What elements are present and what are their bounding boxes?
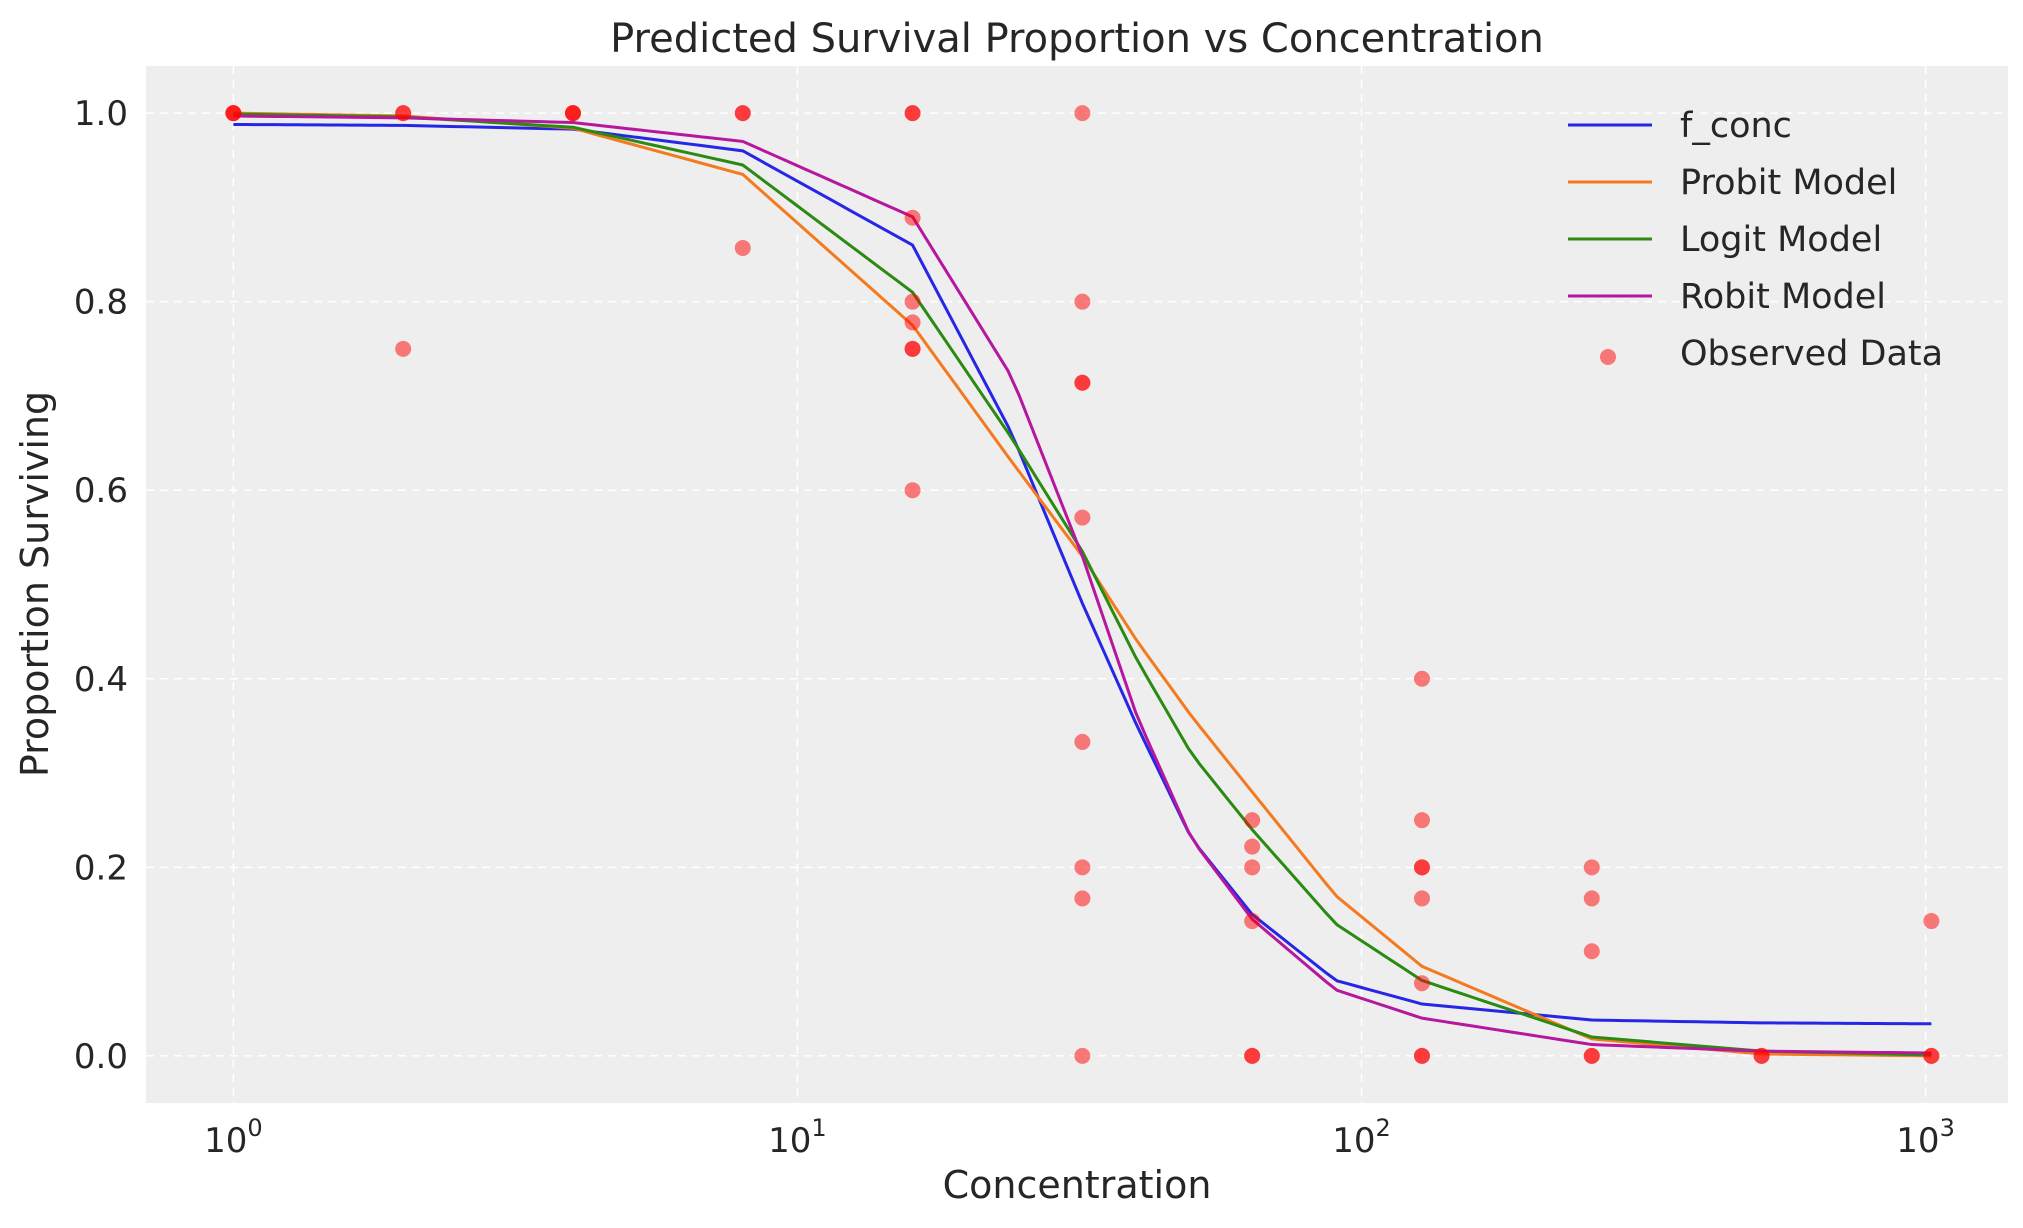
observed-point [1583, 859, 1600, 876]
observed-point [1413, 1047, 1430, 1064]
y-tick-label: 0.0 [74, 1037, 128, 1077]
observed-point [1074, 890, 1091, 907]
observed-point [904, 482, 921, 499]
observed-point [904, 314, 921, 331]
observed-point [1413, 890, 1430, 907]
observed-point [1413, 670, 1430, 687]
x-tick-exponent: 1 [811, 1114, 826, 1142]
legend-label: Logit Model [1680, 220, 1882, 260]
chart-title: Predicted Survival Proportion vs Concent… [610, 16, 1544, 62]
y-tick-label: 0.4 [74, 660, 128, 700]
x-tick-base: 10 [1896, 1121, 1939, 1161]
observed-point [1074, 859, 1091, 876]
observed-point [904, 340, 921, 357]
series-line-0 [233, 122, 1932, 1026]
observed-point [1244, 812, 1261, 829]
observed-point [564, 105, 581, 122]
observed-point [1413, 812, 1430, 829]
observed-point [1244, 1047, 1261, 1064]
observed-point [1583, 890, 1600, 907]
plot-background [146, 66, 2008, 1103]
observed-point [1074, 1047, 1091, 1064]
observed-point [734, 239, 751, 256]
legend: f_conc Probit Model Logit Model Robit Model… [1568, 106, 1943, 374]
observed-point [904, 209, 921, 226]
legend-swatch-point [1600, 349, 1616, 365]
observed-point [904, 293, 921, 310]
observed-point [1583, 943, 1600, 960]
observed-point [225, 105, 242, 122]
observed-point [1923, 1047, 1940, 1064]
x-tick-label: 102 [1332, 1114, 1391, 1161]
y-tick-label: 0.6 [74, 471, 128, 511]
observed-point [1074, 105, 1091, 122]
observed-point [395, 105, 412, 122]
observed-point [1753, 1047, 1770, 1064]
observed-point [1923, 913, 1940, 930]
observed-point [1413, 975, 1430, 992]
observed-point [1413, 859, 1430, 876]
series-line-3 [233, 114, 1932, 1055]
observed-point [1074, 293, 1091, 310]
observed-point [1074, 374, 1091, 391]
x-tick-label: 100 [204, 1114, 263, 1161]
x-axis-label: Concentration [943, 1163, 1212, 1207]
x-tick-exponent: 0 [247, 1114, 262, 1142]
x-tick-label: 103 [1896, 1114, 1955, 1161]
observed-point [1074, 509, 1091, 526]
x-tick-base: 10 [768, 1121, 811, 1161]
legend-label: Probit Model [1680, 163, 1897, 203]
observed-point [904, 105, 921, 122]
observed-point [1074, 733, 1091, 750]
observed-point [395, 340, 412, 357]
observed-point [1244, 859, 1261, 876]
observed-point [1583, 1047, 1600, 1064]
legend-label: Observed Data [1680, 334, 1943, 374]
legend-label: f_conc [1680, 106, 1792, 146]
legend-label: Robit Model [1680, 277, 1886, 317]
observed-point [734, 105, 751, 122]
y-tick-label: 0.8 [74, 283, 128, 323]
y-tick-label: 0.2 [74, 848, 128, 888]
observed-point [1244, 838, 1261, 855]
x-tick-exponent: 3 [1940, 1114, 1955, 1142]
x-tick-base: 10 [1332, 1121, 1375, 1161]
series-line-2 [233, 112, 1932, 1057]
y-axis-label: Proportion Surviving [13, 391, 57, 777]
y-tick-label: 1.0 [74, 94, 128, 134]
observed-points [225, 105, 1940, 1064]
x-tick-label: 101 [768, 1114, 827, 1161]
x-tick-exponent: 2 [1375, 1114, 1390, 1142]
x-tick-base: 10 [204, 1121, 247, 1161]
series-lines [233, 111, 1932, 1058]
observed-point [1244, 913, 1261, 930]
